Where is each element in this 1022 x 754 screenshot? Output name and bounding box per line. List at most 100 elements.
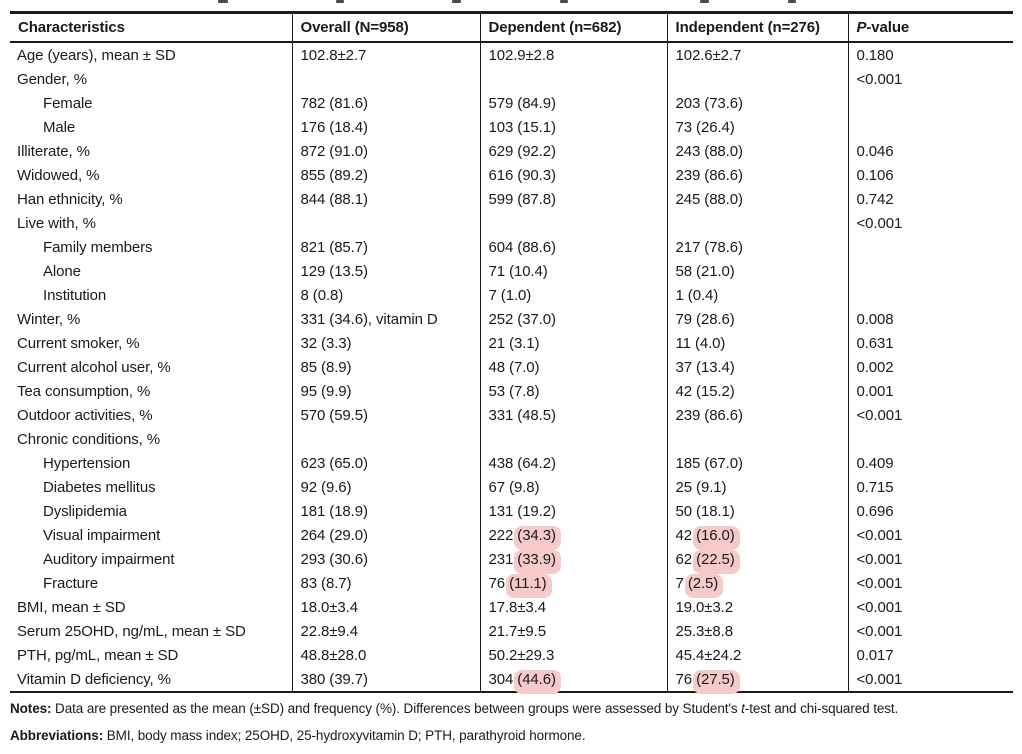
table-cell: 11 (4.0): [666, 331, 848, 355]
table-cell: 42 (16.0): [666, 523, 848, 550]
table-row: Family members 821 (85.7) 604 (88.6) 217 (7…: [10, 235, 1013, 259]
table-cell: 217 (78.6): [666, 235, 848, 259]
table-cell: 85 (8.9): [291, 355, 480, 379]
table-row: Hypertension 623 (65.0) 438 (64.2) 185 (67.…: [10, 451, 1013, 475]
highlight-marker: (27.5): [693, 669, 740, 694]
table-cell: 844 (88.1): [291, 187, 480, 211]
table-cell: [847, 235, 1013, 259]
notes-text: Data are presented as the mean (±SD) and…: [51, 701, 742, 716]
table-cell: 102.9±2.8: [479, 42, 667, 67]
row-label: Visual impairment: [43, 526, 161, 544]
table-cell: 616 (90.3): [479, 163, 667, 187]
table-row: Age (years), mean ± SD 102.8±2.7 102.9±2.8…: [10, 42, 1013, 67]
table-cell: 0.008: [847, 307, 1013, 331]
row-label: Male: [43, 118, 76, 136]
table-cell: [479, 67, 667, 91]
table-cell: 21.7±9.5: [479, 619, 667, 643]
table-row: Gender, % <0.001: [10, 67, 1013, 91]
table-cell: 331 (34.6), vitamin D: [291, 307, 480, 331]
table-cell: 76 (11.1): [479, 571, 667, 598]
column-header: Overall (N=958): [291, 12, 480, 42]
table-row: Male 176 (18.4) 103 (15.1) 73 (26.4): [10, 115, 1013, 139]
table-cell: [291, 211, 480, 235]
row-label: Tea consumption, %: [17, 382, 151, 400]
table-row: Diabetes mellitus 92 (9.6) 67 (9.8) 25 (9.1…: [10, 475, 1013, 499]
table-cell: 0.631: [847, 331, 1013, 355]
table-row: BMI, mean ± SD 18.0±3.4 17.8±3.4 19.0±3.2 <0…: [10, 595, 1013, 619]
row-label: Dyslipidemia: [43, 502, 127, 520]
table-row: Visual impairment 264 (29.0) 222 (34.3) 42 …: [10, 523, 1013, 550]
characteristics-table-wrapper: Characteristics Overall (N=958) Dependent …: [10, 11, 1013, 694]
row-label: Current alcohol user, %: [17, 358, 171, 376]
table-cell: 181 (18.9): [291, 499, 480, 523]
highlight-marker: (34.3): [514, 525, 561, 550]
table-cell: [666, 211, 848, 235]
table-row: Fracture 83 (8.7) 76 (11.1) 7 (2.5) <0.001: [10, 571, 1013, 598]
abbreviations-line: Abbreviations: BMI, body mass index; 25O…: [10, 727, 1010, 745]
highlight-marker: (11.1): [506, 573, 552, 598]
table-cell: 623 (65.0): [291, 451, 480, 475]
cropped-text-remnant: [452, 0, 461, 3]
header-row: Characteristics Overall (N=958) Dependent …: [10, 12, 1013, 42]
row-label: Illiterate, %: [17, 142, 90, 160]
table-cell: <0.001: [847, 67, 1013, 91]
row-label: Alone: [43, 262, 81, 280]
notes-line: Notes: Data are presented as the mean (±…: [10, 700, 1010, 718]
table-cell: [479, 211, 667, 235]
cropped-text-remnant: [218, 0, 228, 3]
table-cell: 103 (15.1): [479, 115, 667, 139]
table-cell: <0.001: [847, 547, 1013, 571]
table-row: Dyslipidemia 181 (18.9) 131 (19.2) 50 (18.1…: [10, 499, 1013, 523]
table-cell: 0.742: [847, 187, 1013, 211]
table-cell: [847, 283, 1013, 307]
table-cell: 203 (73.6): [666, 91, 848, 115]
table-row: PTH, pg/mL, mean ± SD 48.8±28.0 50.2±29.3 4…: [10, 643, 1013, 667]
table-cell: 102.8±2.7: [291, 42, 480, 67]
table-cell: <0.001: [847, 595, 1013, 619]
table-cell: <0.001: [847, 571, 1013, 595]
row-label: Hypertension: [43, 454, 131, 472]
row-label: Han ethnicity, %: [17, 190, 123, 208]
table-cell: 185 (67.0): [666, 451, 848, 475]
table-cell: 579 (84.9): [479, 91, 667, 115]
table-cell: [291, 67, 480, 91]
highlight-marker: (2.5): [684, 573, 724, 598]
table-cell: [847, 427, 1013, 451]
notes-italic-t: t: [741, 701, 745, 716]
table-cell: 782 (81.6): [291, 91, 480, 115]
table-cell: 53 (7.8): [479, 379, 667, 403]
table-cell: 32 (3.3): [291, 331, 480, 355]
table-cell: <0.001: [847, 523, 1013, 547]
table-footnotes: Notes: Data are presented as the mean (±…: [10, 700, 1010, 754]
table-cell: 0.715: [847, 475, 1013, 499]
table-cell: 131 (19.2): [479, 499, 667, 523]
table-cell: 50 (18.1): [666, 499, 848, 523]
table-row: Chronic conditions, %: [10, 427, 1013, 451]
table-cell: 73 (26.4): [666, 115, 848, 139]
table-cell: 0.180: [847, 42, 1013, 67]
table-cell: 380 (39.7): [291, 667, 480, 692]
table-row: Outdoor activities, % 570 (59.5) 331 (48.5…: [10, 403, 1013, 427]
table-cell: 0.409: [847, 451, 1013, 475]
table-row: Alone 129 (13.5) 71 (10.4) 58 (21.0): [10, 259, 1013, 283]
column-header: Characteristics: [18, 19, 125, 36]
table-cell: <0.001: [847, 211, 1013, 235]
highlight-marker: (33.9): [514, 549, 561, 574]
row-label: Winter, %: [17, 310, 81, 328]
row-label: Female: [43, 94, 93, 112]
table-row: Illiterate, % 872 (91.0) 629 (92.2) 243 (88…: [10, 139, 1013, 163]
column-header: P-value: [847, 12, 1013, 42]
table-row: Widowed, % 855 (89.2) 616 (90.3) 239 (86.6)…: [10, 163, 1013, 187]
row-label: Age (years), mean ± SD: [17, 46, 176, 64]
table-cell: 18.0±3.4: [291, 595, 480, 619]
table-cell: 304 (44.6): [479, 667, 667, 694]
table-cell: 129 (13.5): [291, 259, 480, 283]
table-body: Age (years), mean ± SD 102.8±2.7 102.9±2.8…: [10, 42, 1013, 694]
table-cell: 62 (22.5): [666, 547, 848, 574]
table-cell: 22.8±9.4: [291, 619, 480, 643]
notes-text-2: -test and chi-squared test.: [744, 701, 899, 716]
table-cell: 1 (0.4): [666, 283, 848, 307]
table-cell: [847, 259, 1013, 283]
row-label: Institution: [43, 286, 107, 304]
table-row: Han ethnicity, % 844 (88.1) 599 (87.8) 245 …: [10, 187, 1013, 211]
